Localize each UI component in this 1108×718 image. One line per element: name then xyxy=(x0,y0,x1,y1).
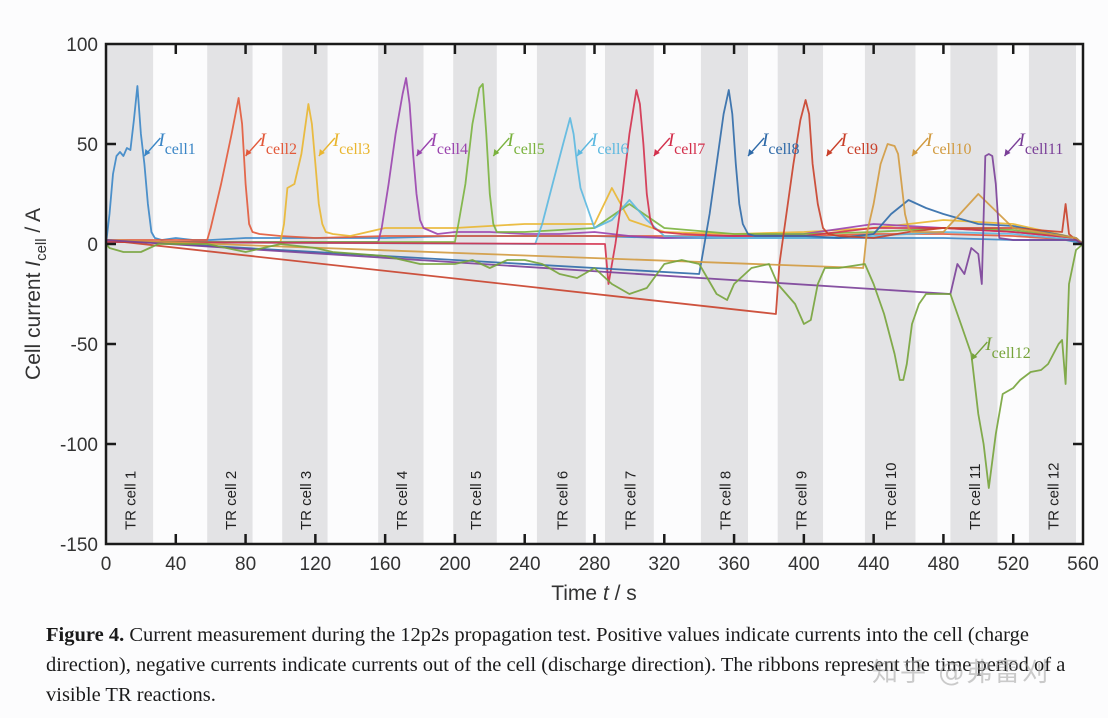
figure-caption: Figure 4. Current measurement during the… xyxy=(46,620,1086,710)
tr-ribbon-label: TR cell 8 xyxy=(717,471,734,530)
series-label: Icell8 xyxy=(761,130,799,158)
series-label: Icell9 xyxy=(840,130,878,158)
tr-ribbon-label: TR cell 9 xyxy=(793,471,810,530)
tr-ribbon xyxy=(282,44,328,544)
tr-ribbon xyxy=(106,44,154,544)
series-layer xyxy=(105,77,1084,489)
series-line-9 xyxy=(105,99,1084,315)
x-tick-label: 320 xyxy=(648,554,680,575)
y-tick-label: -150 xyxy=(60,535,98,556)
tr-ribbon xyxy=(536,44,586,544)
x-tick-label: 280 xyxy=(579,554,611,575)
tr-ribbon-label: TR cell 7 xyxy=(622,471,639,530)
caption-text: Current measurement during the 12p2s pro… xyxy=(46,624,1066,706)
arrow-head-icon xyxy=(912,149,919,156)
series-label: Icell4 xyxy=(430,130,468,158)
series-line-3 xyxy=(106,103,1084,245)
series-label: Icell10 xyxy=(925,130,971,158)
series-label: Icell7 xyxy=(667,130,705,158)
x-tick-label: 440 xyxy=(858,554,890,575)
y-tick-label: 50 xyxy=(77,135,98,156)
arrow-head-icon xyxy=(318,149,325,156)
y-tick-label: -50 xyxy=(71,335,98,356)
arrow-head-icon xyxy=(245,149,252,156)
series-label: Icell2 xyxy=(259,130,297,158)
series-line-11 xyxy=(105,153,1084,295)
watermark: 知乎 @弗雷刈 xyxy=(872,658,1051,688)
arrow-head-icon xyxy=(493,149,500,156)
x-tick-label: 0 xyxy=(101,554,112,575)
tr-ribbon xyxy=(950,44,998,544)
arrow-head-icon xyxy=(144,149,151,156)
x-tick-label: 560 xyxy=(1067,554,1099,575)
series-line-5 xyxy=(106,83,1084,245)
tr-ribbon-label: TR cell 12 xyxy=(1045,462,1062,530)
y-tick-label: 0 xyxy=(87,235,98,256)
series-line-6 xyxy=(105,117,1084,245)
series-label: Icell1 xyxy=(157,130,195,158)
tr-ribbon xyxy=(207,44,253,544)
x-tick-label: 520 xyxy=(997,554,1029,575)
chart: Icell1 Icell2 Icell3 Icell4 Icell5 Icell6 Icel… xyxy=(22,35,1099,605)
tr-ribbon xyxy=(453,44,497,544)
x-tick-label: 240 xyxy=(509,554,541,575)
x-tick-label: 200 xyxy=(439,554,471,575)
series-label: Icell11 xyxy=(1017,130,1063,158)
x-axis-title: Time t / s xyxy=(551,582,637,605)
series-line-7 xyxy=(105,89,1084,285)
tr-ribbon-label: TR cell 2 xyxy=(223,471,240,530)
y-tick-label: -100 xyxy=(60,435,98,456)
tr-ribbon xyxy=(378,44,424,544)
arrow-head-icon xyxy=(826,149,833,156)
arrow-head-icon xyxy=(577,149,584,156)
axes: 0 40 80 120 160 200 240 280 320 360 400 440 480 520 56… xyxy=(60,35,1099,575)
series-label: Icell12 xyxy=(984,334,1030,362)
series-label: Icell5 xyxy=(506,130,544,158)
series-line-8 xyxy=(105,89,1084,275)
tr-ribbon-label: TR cell 6 xyxy=(554,471,571,530)
ribbon-label-layer: TR cell 1 TR cell 2 TR cell 3 TR cell 4 TR c… xyxy=(123,462,1063,530)
series-label-layer: Icell1 Icell2 Icell3 Icell4 Icell5 Icell6 Icel… xyxy=(143,130,1063,362)
series-label: Icell6 xyxy=(590,130,628,158)
tr-ribbon-label: TR cell 5 xyxy=(468,471,485,530)
tr-ribbon xyxy=(700,44,749,544)
arrow-head-icon xyxy=(748,149,755,156)
x-tick-label: 160 xyxy=(369,554,401,575)
tr-ribbon-label: TR cell 1 xyxy=(123,471,140,530)
tr-ribbon-label: TR cell 4 xyxy=(394,471,411,530)
arrow-head-icon xyxy=(971,353,978,360)
x-tick-label: 40 xyxy=(165,554,186,575)
series-line-12 xyxy=(105,243,1084,489)
x-tick-label: 120 xyxy=(300,554,332,575)
y-tick-label: 100 xyxy=(66,35,98,56)
x-tick-label: 480 xyxy=(928,554,960,575)
series-label: Icell3 xyxy=(332,130,370,158)
caption-label: Figure 4. xyxy=(46,624,125,646)
x-tick-label: 400 xyxy=(788,554,820,575)
tr-ribbon-label: TR cell 11 xyxy=(967,464,984,530)
x-tick-label: 80 xyxy=(235,554,256,575)
tr-ribbon-label: TR cell 10 xyxy=(883,462,900,530)
x-tick-label: 360 xyxy=(718,554,750,575)
tr-ribbon xyxy=(864,44,916,544)
y-axis-title: Cell current Icell / A xyxy=(22,208,50,380)
tr-ribbon-label: TR cell 3 xyxy=(298,471,315,530)
arrow-head-icon xyxy=(416,149,423,156)
arrow-head-icon xyxy=(653,149,660,156)
arrow-head-icon xyxy=(1004,149,1011,156)
series-line-4 xyxy=(106,77,1084,245)
